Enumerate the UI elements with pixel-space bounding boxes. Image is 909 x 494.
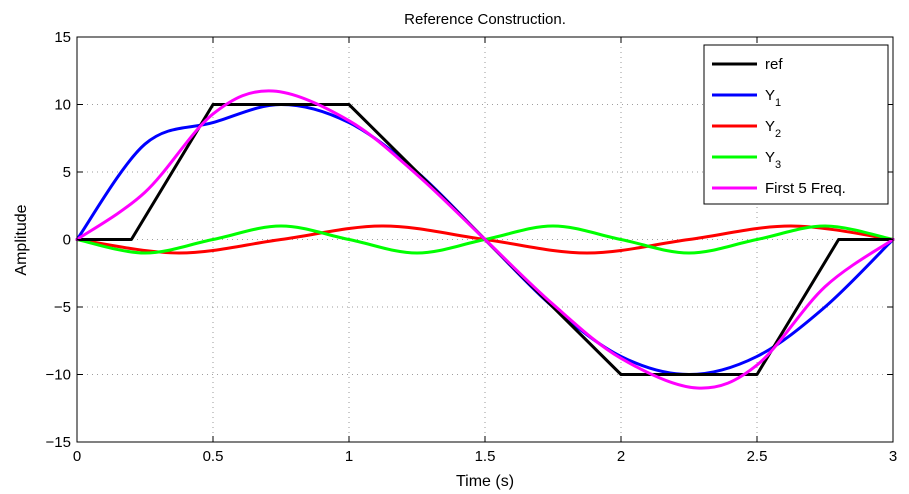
legend: ref Y1 Y2 Y3 First 5 Freq. <box>703 44 889 205</box>
chart-title: Reference Construction. <box>404 11 566 28</box>
x-tick-label: 3 <box>889 448 897 465</box>
legend-label: ref <box>765 56 783 73</box>
legend-label: Y1 <box>765 87 781 109</box>
y-tick-label: 15 <box>54 29 71 46</box>
legend-label: Y2 <box>765 118 781 140</box>
x-tick-label: 1 <box>345 448 353 465</box>
y-tick-label: −5 <box>54 299 71 316</box>
x-axis-label: Time (s) <box>456 473 514 490</box>
y-axis-label: Amplitude <box>13 204 30 275</box>
y-tick-label: 10 <box>54 97 71 114</box>
x-tick-label: 2 <box>617 448 625 465</box>
axis-ticks <box>76 36 894 443</box>
y-tick-label: 5 <box>63 164 71 181</box>
legend-label: First 5 Freq. <box>765 180 846 197</box>
y-tick-label: −15 <box>46 434 71 451</box>
tick-labels: 0 0.5 1 1.5 2 2.5 3 −15 −10 −5 0 5 10 15 <box>46 29 898 465</box>
y-tick-label: 0 <box>63 232 71 249</box>
x-tick-label: 0 <box>73 448 81 465</box>
series-line-first-5-freq <box>75 89 895 390</box>
series-lines <box>75 89 895 390</box>
x-tick-label: 1.5 <box>475 448 496 465</box>
x-tick-label: 2.5 <box>747 448 768 465</box>
x-tick-label: 0.5 <box>203 448 224 465</box>
legend-label: Y3 <box>765 149 781 171</box>
y-tick-label: −10 <box>46 367 71 384</box>
